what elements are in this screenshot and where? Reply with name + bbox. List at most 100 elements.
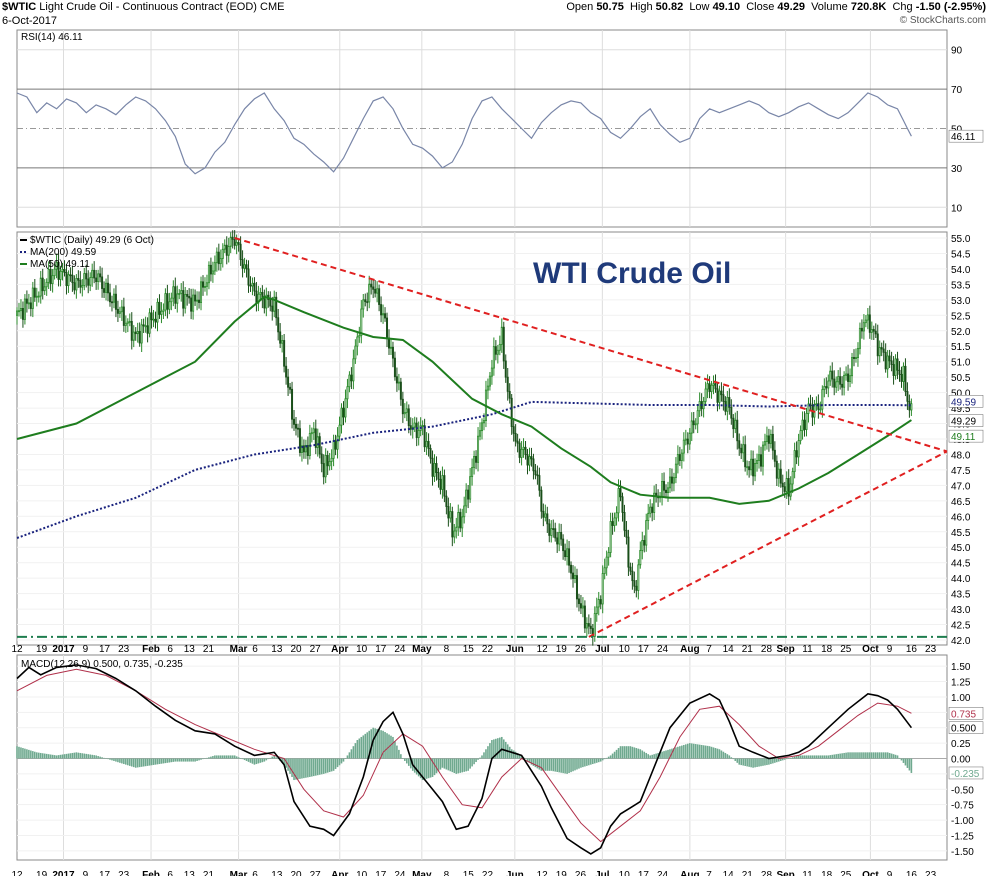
macd-histogram-bar [142, 758, 145, 767]
candle-body [819, 408, 822, 411]
price-axis-tick: 55.0 [951, 234, 971, 245]
macd-histogram-bar [229, 755, 232, 759]
candle-body [892, 364, 895, 376]
candle-body [73, 282, 76, 291]
macd-histogram-bar [297, 758, 299, 780]
macd-histogram-bar [198, 758, 200, 761]
candle-body [407, 408, 410, 427]
candle-body [730, 406, 733, 419]
candle-body [837, 376, 840, 383]
candle-body [767, 435, 770, 444]
macd-histogram-bar [809, 755, 812, 759]
macd-histogram-bar [487, 746, 489, 759]
macd-histogram-bar [239, 758, 242, 759]
macd-histogram-bar [831, 754, 834, 759]
price-axis-tick: 47.0 [951, 481, 971, 492]
candle-body [696, 410, 699, 425]
macd-histogram-bar [39, 752, 42, 759]
macd-histogram-bar [586, 758, 588, 766]
x-axis-tick: 16 [906, 870, 918, 876]
candle-body [597, 599, 600, 608]
macd-histogram-bar [113, 758, 115, 761]
x-axis-tick: 10 [619, 870, 631, 876]
candle-body [902, 365, 905, 382]
x-axis-tick: 13 [271, 870, 283, 876]
x-axis-tick: Mar [230, 870, 248, 876]
macd-histogram-bar [663, 751, 665, 759]
macd-histogram-bar [756, 758, 758, 767]
candle-body [368, 283, 371, 303]
candle-body [176, 293, 179, 304]
candle-body [433, 463, 436, 477]
macd-histogram-bar [865, 752, 867, 759]
macd-histogram-bar [469, 758, 471, 769]
candle-body [376, 288, 379, 294]
x-axis-tick: 12 [11, 644, 23, 655]
macd-histogram-bar [835, 754, 837, 759]
candle-body [702, 401, 705, 410]
macd-histogram-bar [63, 754, 66, 759]
candle-body [878, 347, 881, 357]
price-axis-tick: 53.0 [951, 296, 971, 307]
candle-body [593, 613, 596, 637]
x-axis-tick: 15 [463, 644, 475, 655]
macd-histogram-bar [639, 749, 642, 759]
candle-body [680, 452, 683, 461]
candle-body [273, 296, 276, 312]
candle-body [142, 324, 145, 327]
candle-body [518, 442, 521, 458]
candle-body [752, 458, 755, 477]
macd-histogram-bar [859, 752, 861, 759]
macd-histogram-bar [754, 758, 756, 768]
macd-histogram-bar [568, 758, 570, 774]
macd-histogram-bar [180, 758, 183, 762]
candle-body [471, 467, 474, 478]
macd-histogram-bar [41, 753, 44, 759]
candle-body [692, 420, 695, 426]
candle-body [332, 440, 335, 459]
candle-body [621, 496, 624, 513]
candle-body [132, 331, 135, 341]
candle-body [405, 408, 408, 413]
price-axis-tick: 53.5 [951, 280, 971, 291]
macd-signal-tag-box [948, 707, 984, 720]
candle-body [77, 278, 80, 281]
macd-histogram-bar [334, 758, 337, 769]
candle-body [502, 326, 505, 362]
candle-body [461, 516, 464, 529]
candle-body [498, 344, 501, 351]
macd-histogram-bar [376, 728, 378, 759]
macd-histogram-bar [152, 758, 155, 765]
candle-body [706, 383, 709, 390]
candle-body [546, 513, 549, 525]
macd-histogram-bar [892, 754, 895, 759]
macd-histogram-bar [344, 758, 347, 759]
candle-body [364, 299, 367, 303]
candle-body [736, 419, 739, 442]
macd-histogram-bar [370, 729, 372, 759]
candle-body [223, 244, 226, 250]
x-axis-tick: 17 [638, 870, 650, 876]
candle-body [583, 605, 586, 629]
candle-body [500, 326, 503, 345]
ma200-line [16, 400, 912, 539]
candle-body [168, 301, 171, 310]
candle-body [750, 458, 753, 471]
macd-histogram-bar [742, 758, 744, 766]
macd-histogram-bar [441, 758, 444, 768]
macd-histogram-bar [22, 748, 24, 759]
candle-body [825, 386, 828, 389]
candle-body [105, 282, 108, 293]
macd-histogram-bar [407, 758, 410, 766]
x-axis-tick: 8 [444, 644, 450, 655]
candle-body [663, 481, 666, 491]
macd-axis-tick: -1.50 [951, 847, 974, 858]
candle-body [275, 296, 278, 319]
candle-body [233, 238, 236, 246]
macd-axis-tick: -1.00 [951, 816, 974, 827]
candle-body [475, 455, 478, 463]
macd-axis-tick: 1.50 [951, 662, 971, 673]
candle-body [880, 347, 883, 350]
macd-histogram-bar [413, 758, 416, 773]
candle-body [668, 476, 671, 489]
